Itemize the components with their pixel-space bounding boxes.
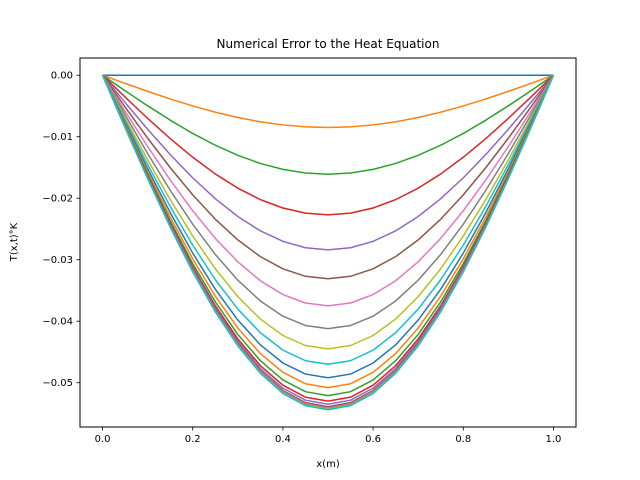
series-line-2 (102, 74, 554, 175)
y-axis: 0.00 −0.01 −0.02 −0.03 −0.04 −0.05 (42, 71, 80, 389)
chart-title: Numerical Error to the Heat Equation (217, 37, 440, 51)
series-line-5 (101, 74, 555, 280)
y-tick-label: −0.01 (42, 132, 73, 143)
series-line-12 (101, 74, 555, 397)
x-tick-label: 0.4 (275, 434, 291, 445)
x-axis-label: x(m) (316, 459, 340, 470)
series-line-1 (102, 74, 554, 129)
x-tick-label: 1.0 (546, 434, 562, 445)
x-tick-label: 0.8 (455, 434, 471, 445)
series-layer (101, 74, 555, 411)
series-line-4 (101, 74, 555, 251)
y-axis-label: T(x,t)°K (9, 222, 20, 262)
x-tick-label: 0.6 (365, 434, 381, 445)
x-tick-label: 0.0 (95, 434, 111, 445)
series-line-11 (101, 74, 555, 389)
series-line-8 (101, 74, 555, 350)
x-axis: 0.0 0.2 0.4 0.6 0.8 1.0 (95, 427, 562, 445)
series-line-7 (101, 74, 555, 330)
series-line-3 (102, 74, 554, 216)
y-tick-label: −0.03 (42, 255, 73, 266)
y-tick-label: −0.05 (42, 378, 73, 389)
y-tick-label: −0.04 (42, 317, 73, 328)
y-tick-label: −0.02 (42, 194, 73, 205)
x-tick-label: 0.2 (185, 434, 201, 445)
series-line-19 (101, 74, 555, 411)
y-tick-label: 0.00 (51, 71, 73, 82)
series-line-10 (101, 74, 555, 379)
series-line-9 (101, 74, 555, 366)
series-line-6 (101, 74, 555, 307)
plot-frame (79, 57, 577, 428)
